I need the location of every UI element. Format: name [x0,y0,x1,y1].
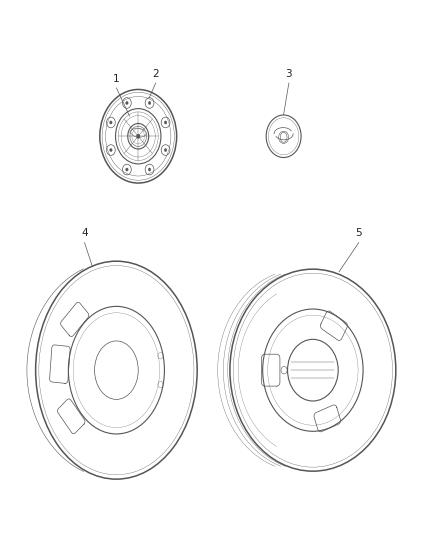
Text: 5: 5 [355,228,362,238]
Circle shape [148,101,151,104]
Circle shape [110,121,112,124]
Circle shape [148,168,151,171]
Circle shape [126,101,128,104]
Circle shape [164,149,167,151]
Text: 1: 1 [113,74,120,84]
Text: 3: 3 [286,69,292,79]
Text: 2: 2 [152,69,159,79]
Circle shape [126,168,128,171]
Circle shape [164,121,167,124]
Circle shape [137,134,140,139]
Circle shape [110,149,112,151]
Text: 4: 4 [81,228,88,238]
